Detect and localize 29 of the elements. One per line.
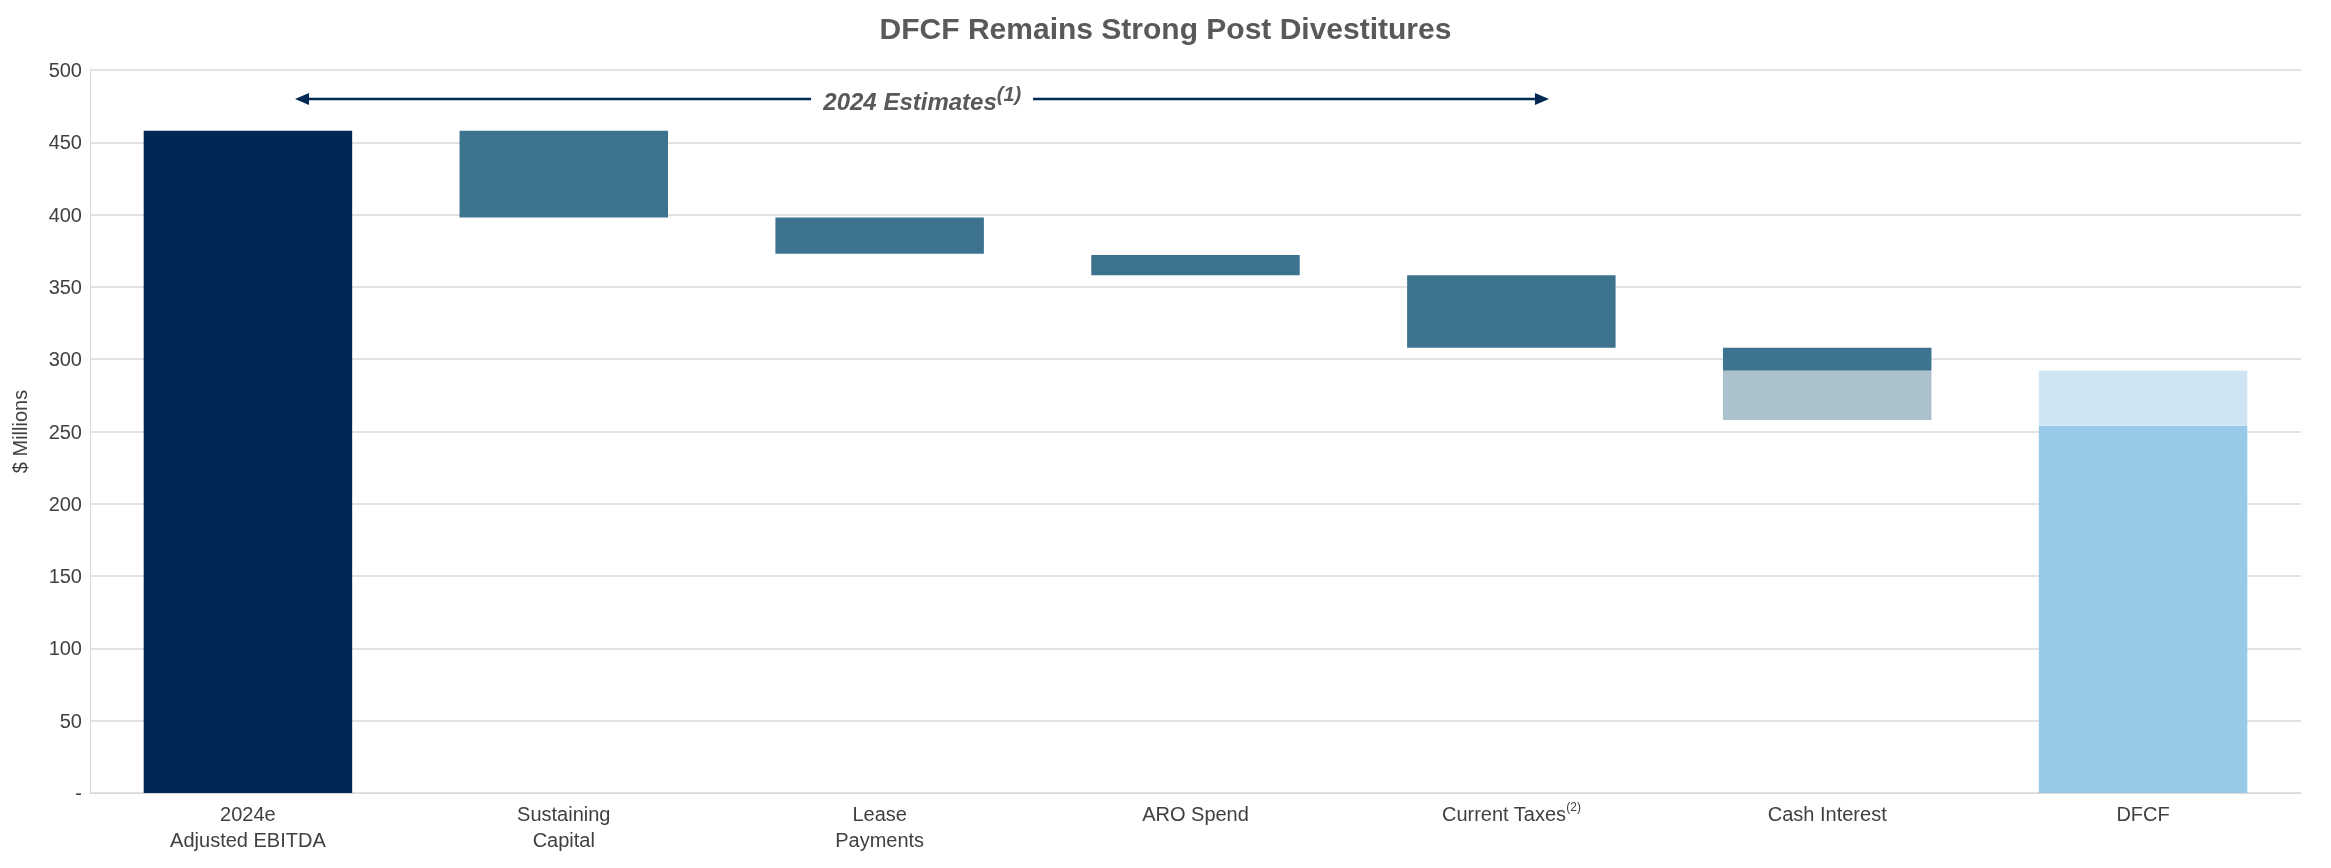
bar: [143, 130, 353, 793]
bar: [1722, 370, 1932, 420]
bar: [775, 217, 984, 254]
y-tick-label: 300: [48, 348, 82, 371]
y-tick-label: 400: [48, 203, 82, 226]
bar: [459, 130, 669, 218]
y-tick-label: 150: [48, 565, 82, 588]
bar: [1722, 347, 1932, 371]
x-tick-label: 2024e Adjusted EBITDA: [170, 803, 327, 851]
x-tick-label: DFCF: [2116, 803, 2170, 825]
y-axis-title: $ Millions: [9, 389, 31, 474]
y-tick-label: 250: [48, 420, 82, 443]
bar: [1407, 275, 1616, 348]
y-tick-label: 200: [48, 492, 82, 515]
y-tick-label: 450: [48, 131, 82, 154]
y-tick-label: 100: [48, 637, 82, 660]
bar: [2038, 370, 2248, 426]
annotation: 2024 Estimates$^{(1)}$: [811, 82, 1034, 116]
y-tick-label: 500: [48, 59, 82, 81]
y-tick-label: 50: [59, 709, 82, 732]
x-tick-label: ARO Spend: [1142, 803, 1249, 825]
y-tick-label: 350: [48, 275, 82, 298]
x-tick-label: Lease Payments: [835, 803, 925, 851]
bar: [1091, 255, 1300, 276]
x-tick-label: Sustaining Capital: [517, 803, 611, 851]
x-tick-label: Cash Interest: [1767, 803, 1888, 825]
chart-title: DFCF Remains Strong Post Divestitures: [879, 11, 1452, 45]
y-tick-label: -: [75, 782, 82, 804]
bar: [2038, 425, 2248, 793]
